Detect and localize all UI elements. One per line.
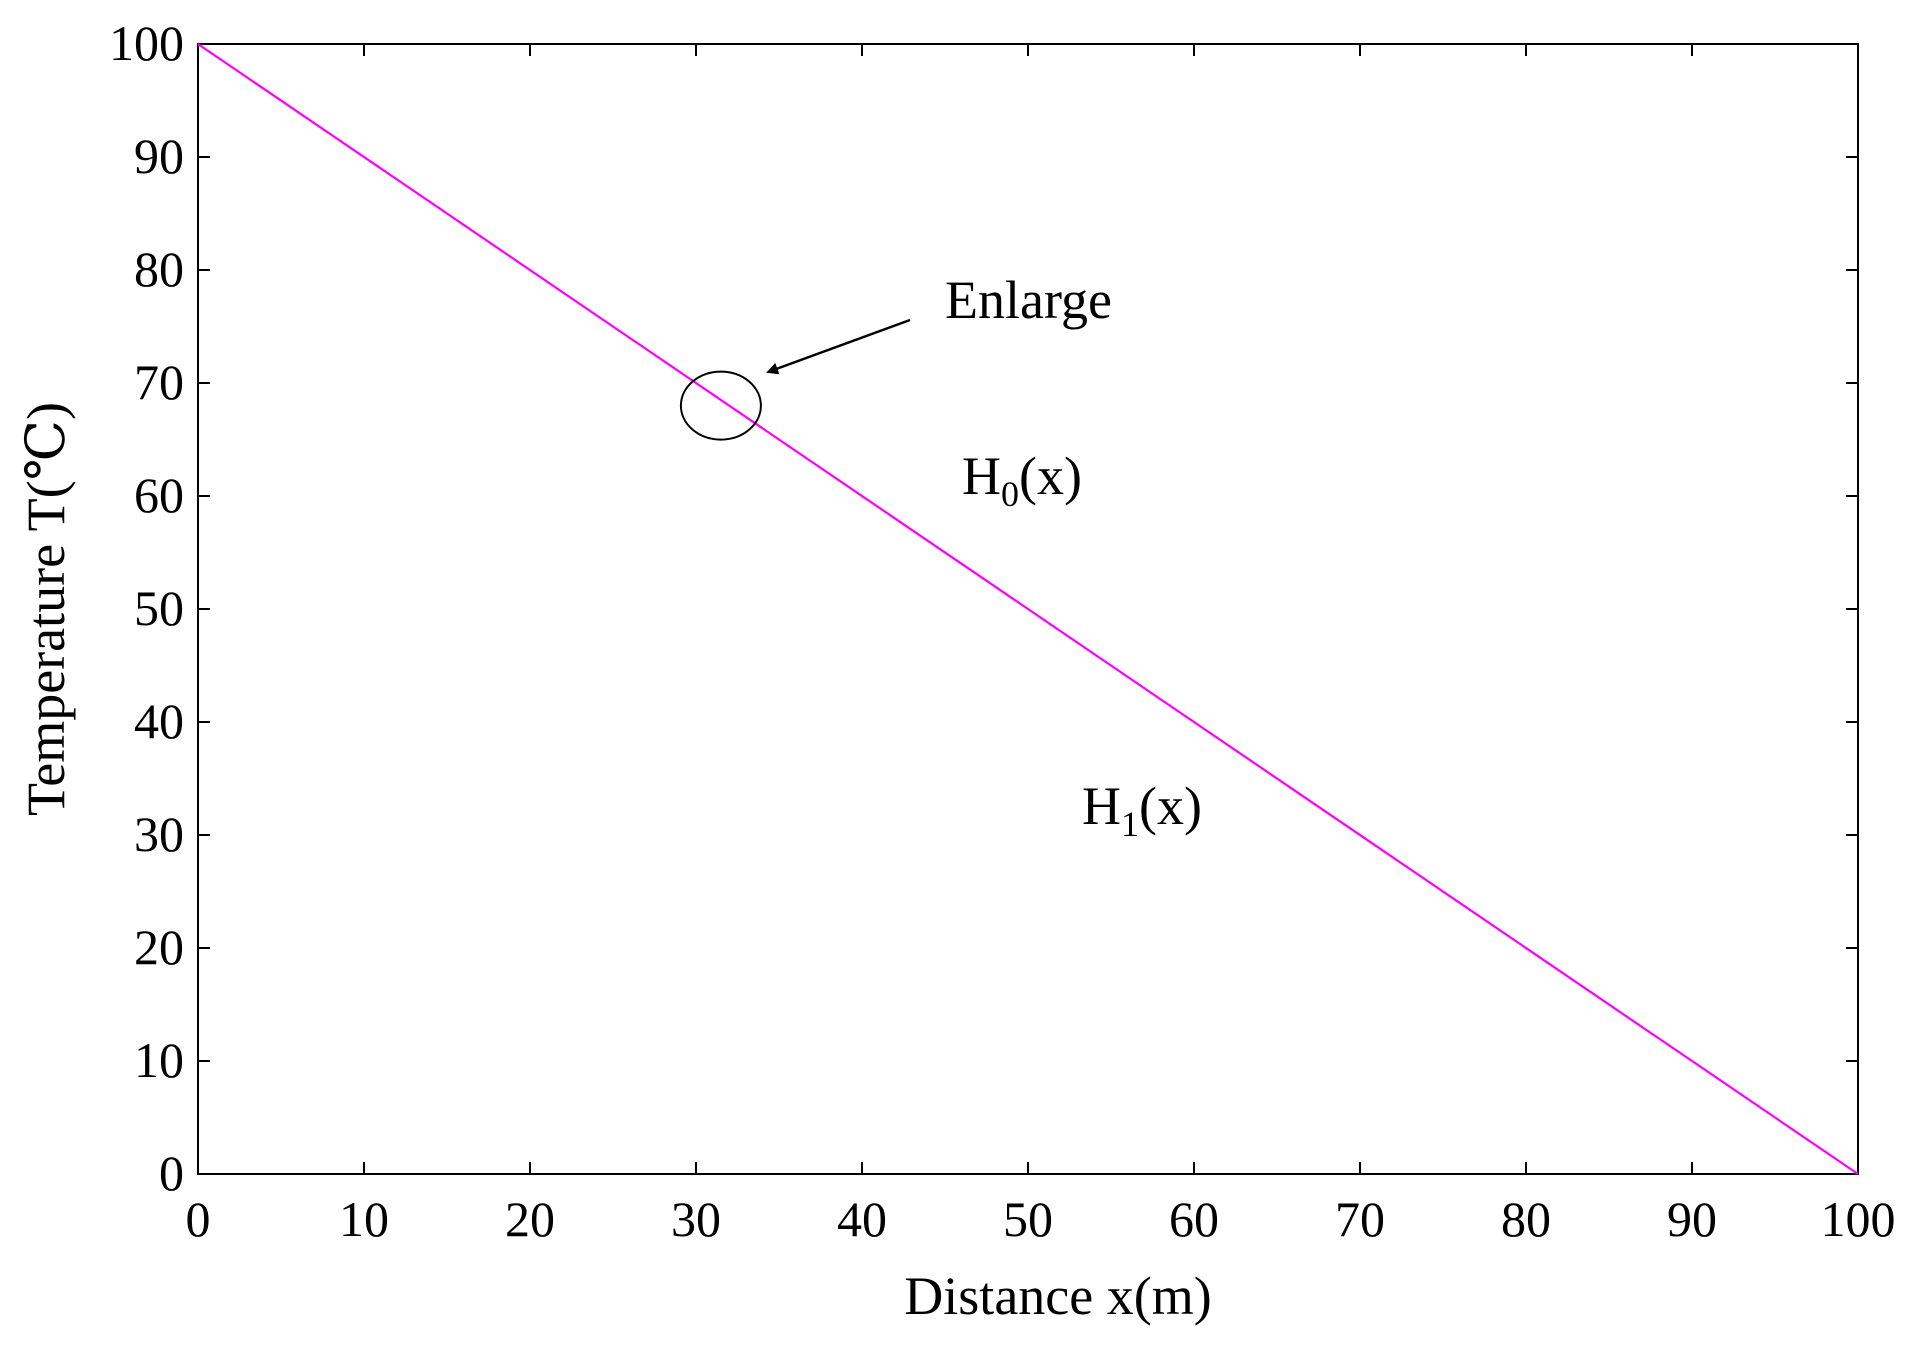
y-tick-label-60: 60 [134, 467, 184, 523]
h0-tail: (x) [1019, 446, 1082, 506]
y-tick-label-30: 30 [134, 806, 184, 862]
h0-label: H0(x) [962, 446, 1082, 514]
enlarge-circle [679, 370, 762, 441]
x-tick-label-70: 70 [1335, 1191, 1385, 1247]
h1-main: H [1082, 776, 1121, 836]
y-tick-label-70: 70 [134, 354, 184, 410]
x-tick-label-40: 40 [837, 1191, 887, 1247]
x-tick-label-50: 50 [1003, 1191, 1053, 1247]
y-tick-label-0: 0 [159, 1145, 184, 1201]
h1-label: H1(x) [1082, 776, 1202, 844]
h0-sub: 0 [1001, 474, 1019, 514]
x-tick-label-60: 60 [1169, 1191, 1219, 1247]
h1-tail: (x) [1139, 776, 1202, 836]
x-tick-label-100: 100 [1821, 1191, 1896, 1247]
h0-main: H [962, 446, 1001, 506]
y-tick-labels: 0 10 20 30 40 50 60 70 80 90 100 [109, 15, 184, 1201]
y-tick-label-90: 90 [134, 128, 184, 184]
h1-sub: 1 [1121, 804, 1139, 844]
series-line-0 [197, 43, 1859, 1175]
x-tick-label-20: 20 [505, 1191, 555, 1247]
axis-ticks [197, 43, 1859, 1175]
y-tick-label-50: 50 [134, 580, 184, 636]
x-tick-label-80: 80 [1501, 1191, 1551, 1247]
y-tick-label-40: 40 [134, 693, 184, 749]
series-layer [197, 43, 1859, 1175]
x-axis-title: Distance x(m) [904, 1266, 1211, 1326]
x-tick-labels: 0 10 20 30 40 50 60 70 80 90 100 [186, 1191, 1896, 1247]
enlarge-arrow [766, 318, 911, 375]
x-tick-label-90: 90 [1667, 1191, 1717, 1247]
y-tick-label-20: 20 [134, 919, 184, 975]
y-tick-label-10: 10 [134, 1032, 184, 1088]
x-tick-label-0: 0 [186, 1191, 211, 1247]
x-tick-label-10: 10 [339, 1191, 389, 1247]
enlarge-label: Enlarge [945, 270, 1112, 330]
y-tick-label-80: 80 [134, 241, 184, 297]
y-tick-label-100: 100 [109, 15, 184, 71]
y-axis-title: Temperature T(℃) [16, 402, 76, 816]
x-tick-label-30: 30 [671, 1191, 721, 1247]
